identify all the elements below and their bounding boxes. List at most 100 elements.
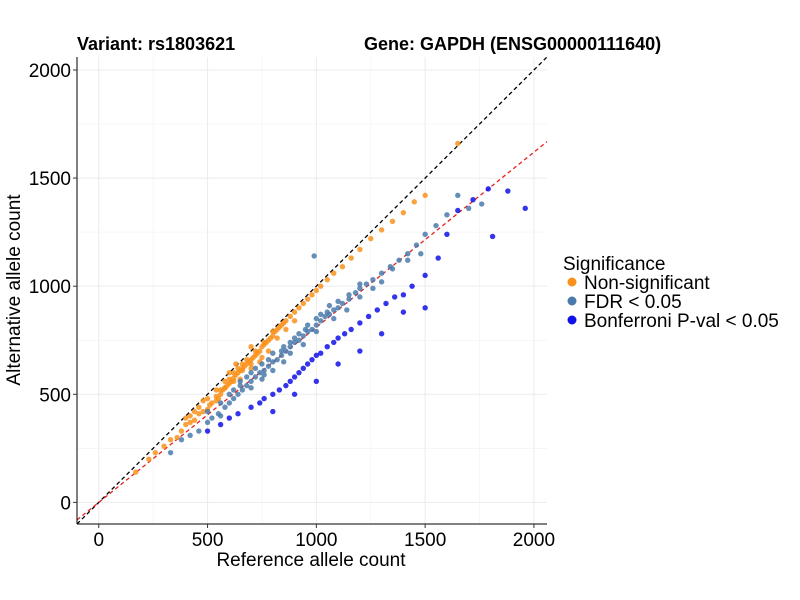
data-point-non-significant bbox=[178, 428, 185, 434]
data-point-non-significant bbox=[296, 305, 302, 311]
data-point-non-significant bbox=[161, 443, 167, 449]
data-point-non-significant bbox=[133, 469, 139, 475]
data-point-bonferroni-p-val-0-05 bbox=[304, 361, 311, 367]
data-point-non-significant bbox=[222, 378, 228, 385]
data-point-fdr-0-05 bbox=[217, 400, 224, 406]
data-point-fdr-0-05 bbox=[322, 313, 328, 320]
x-tick-label: 2000 bbox=[513, 530, 555, 551]
y-tick-label: 2000 bbox=[29, 61, 71, 82]
data-point-fdr-0-05 bbox=[261, 372, 267, 378]
data-point-fdr-0-05 bbox=[237, 382, 243, 389]
data-point-fdr-0-05 bbox=[311, 253, 317, 259]
data-point-bonferroni-p-val-0-05 bbox=[283, 382, 289, 389]
tick-labels: 0 500 1000 1500 2000 0 500 1000 1500 2000 bbox=[29, 61, 555, 551]
data-point-non-significant bbox=[174, 434, 180, 441]
data-point-bonferroni-p-val-0-05 bbox=[409, 283, 415, 289]
data-point-fdr-0-05 bbox=[270, 350, 276, 356]
data-point-fdr-0-05 bbox=[465, 205, 472, 212]
data-point-bonferroni-p-val-0-05 bbox=[291, 374, 298, 380]
data-point-fdr-0-05 bbox=[270, 359, 276, 365]
data-point-fdr-0-05 bbox=[230, 387, 237, 393]
data-point-fdr-0-05 bbox=[389, 266, 396, 272]
reference-lines bbox=[76, 56, 548, 525]
data-point-non-significant bbox=[213, 387, 219, 393]
data-point-non-significant bbox=[146, 456, 152, 462]
data-point-fdr-0-05 bbox=[331, 307, 337, 313]
data-point-fdr-0-05 bbox=[235, 391, 241, 397]
data-point-non-significant bbox=[191, 408, 198, 415]
data-point-fdr-0-05 bbox=[479, 201, 485, 207]
chart-title-variant: Variant: rs1803621 bbox=[77, 34, 235, 54]
data-point-bonferroni-p-val-0-05 bbox=[374, 307, 380, 313]
y-tick-label: 1000 bbox=[29, 277, 71, 298]
y-axis-title: Alternative allele count bbox=[4, 194, 25, 386]
data-point-non-significant bbox=[187, 419, 193, 426]
data-point-fdr-0-05 bbox=[433, 222, 439, 229]
data-point-fdr-0-05 bbox=[257, 369, 263, 376]
data-point-bonferroni-p-val-0-05 bbox=[248, 404, 254, 410]
data-point-bonferroni-p-val-0-05 bbox=[444, 231, 450, 237]
data-point-bonferroni-p-val-0-05 bbox=[365, 313, 372, 320]
data-point-fdr-0-05 bbox=[357, 285, 363, 292]
data-point-bonferroni-p-val-0-05 bbox=[296, 369, 302, 376]
data-point-fdr-0-05 bbox=[252, 365, 259, 372]
data-point-fdr-0-05 bbox=[226, 400, 233, 406]
data-point-non-significant bbox=[248, 344, 254, 350]
data-point-non-significant bbox=[265, 348, 272, 354]
y-tick-label: 1500 bbox=[29, 169, 71, 190]
y-tick-label: 0 bbox=[60, 493, 71, 514]
data-point-fdr-0-05 bbox=[422, 231, 428, 237]
data-point-non-significant bbox=[378, 227, 385, 233]
data-point-bonferroni-p-val-0-05 bbox=[357, 348, 363, 354]
data-point-non-significant bbox=[357, 246, 363, 253]
data-point-bonferroni-p-val-0-05 bbox=[226, 415, 233, 421]
data-point-bonferroni-p-val-0-05 bbox=[324, 344, 330, 350]
data-point-bonferroni-p-val-0-05 bbox=[300, 365, 306, 372]
data-point-bonferroni-p-val-0-05 bbox=[309, 356, 315, 363]
data-point-non-significant bbox=[213, 393, 219, 400]
data-point-non-significant bbox=[411, 199, 417, 205]
data-point-fdr-0-05 bbox=[252, 374, 259, 380]
data-point-fdr-0-05 bbox=[309, 326, 315, 333]
data-point-fdr-0-05 bbox=[217, 413, 224, 419]
data-point-non-significant bbox=[274, 335, 280, 341]
data-point-fdr-0-05 bbox=[187, 432, 193, 439]
data-point-non-significant bbox=[252, 348, 259, 354]
data-point-non-significant bbox=[248, 365, 254, 372]
data-point-non-significant bbox=[226, 369, 233, 376]
data-point-fdr-0-05 bbox=[237, 378, 243, 385]
legend-key bbox=[567, 315, 577, 325]
data-point-fdr-0-05 bbox=[344, 307, 350, 313]
data-point-fdr-0-05 bbox=[296, 337, 302, 343]
data-point-non-significant bbox=[283, 318, 289, 324]
data-point-fdr-0-05 bbox=[261, 367, 267, 374]
x-axis-title: Reference allele count bbox=[216, 550, 406, 571]
data-point-fdr-0-05 bbox=[331, 315, 337, 322]
data-point-fdr-0-05 bbox=[378, 270, 385, 276]
data-point-bonferroni-p-val-0-05 bbox=[318, 350, 324, 356]
data-point-fdr-0-05 bbox=[222, 404, 228, 410]
data-point-fdr-0-05 bbox=[302, 326, 309, 333]
data-point-non-significant bbox=[217, 391, 224, 397]
data-point-non-significant bbox=[287, 313, 293, 320]
data-point-non-significant bbox=[304, 296, 311, 302]
data-point-bonferroni-p-val-0-05 bbox=[435, 255, 441, 261]
data-point-fdr-0-05 bbox=[313, 322, 320, 328]
grid-lines bbox=[77, 57, 547, 524]
data-point-non-significant bbox=[226, 376, 233, 382]
data-point-fdr-0-05 bbox=[239, 387, 246, 393]
data-point-bonferroni-p-val-0-05 bbox=[313, 352, 320, 359]
data-point-fdr-0-05 bbox=[324, 309, 330, 315]
data-point-fdr-0-05 bbox=[248, 385, 254, 391]
data-point-fdr-0-05 bbox=[405, 257, 411, 263]
data-point-non-significant bbox=[233, 361, 239, 367]
x-tick-label: 1500 bbox=[404, 530, 446, 551]
data-point-non-significant bbox=[455, 140, 461, 147]
data-point-non-significant bbox=[200, 398, 206, 404]
data-point-bonferroni-p-val-0-05 bbox=[335, 335, 341, 341]
data-point-non-significant bbox=[239, 361, 246, 367]
x-tick-label: 0 bbox=[93, 530, 104, 551]
data-point-non-significant bbox=[339, 264, 346, 270]
